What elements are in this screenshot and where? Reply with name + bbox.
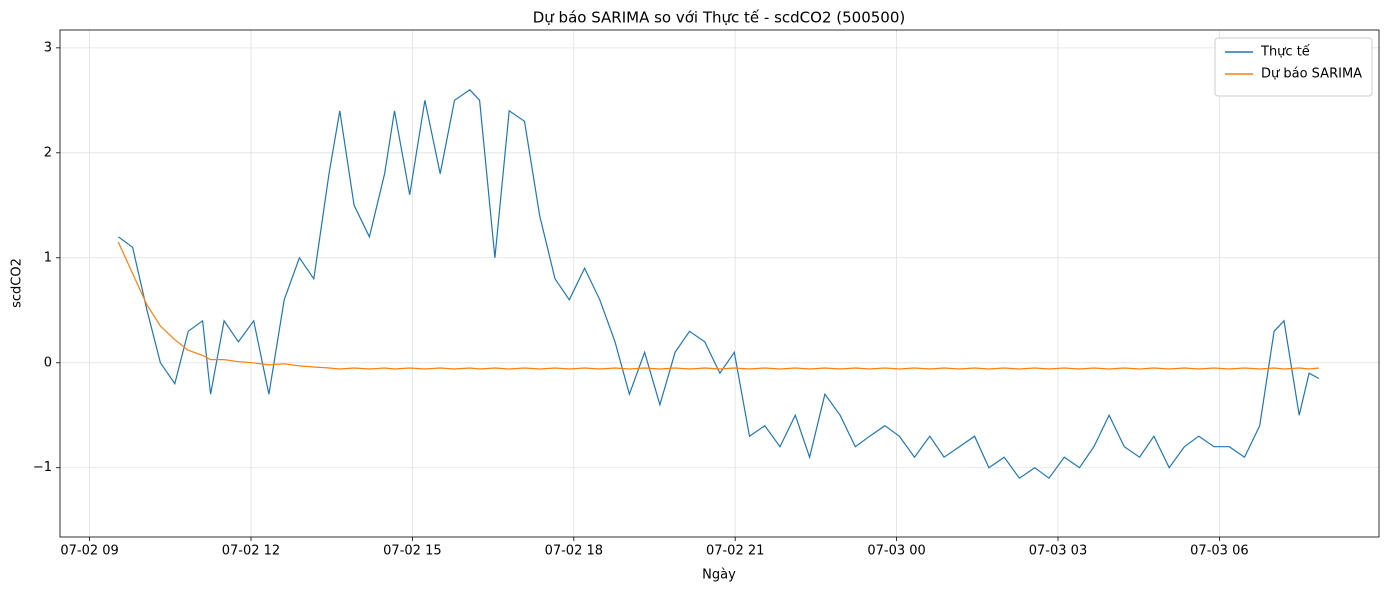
y-tick-label: 3 (44, 40, 52, 55)
x-tick-label: 07-03 00 (867, 544, 925, 559)
x-tick-label: 07-03 03 (1029, 544, 1087, 559)
x-tick-label: 07-03 06 (1190, 544, 1248, 559)
series-line (117, 89, 1320, 480)
x-tick-label: 07-02 12 (222, 544, 280, 559)
y-tick-label: 1 (44, 250, 52, 265)
legend-label: Dự báo SARIMA (1261, 67, 1362, 82)
chart-title: Dự báo SARIMA so với Thực tế - scdCO2 (5… (533, 9, 906, 27)
y-tick-label: 0 (44, 355, 52, 370)
x-tick-label: 07-02 09 (60, 544, 118, 559)
x-tick-label: 07-02 21 (706, 544, 764, 559)
plot-frame (59, 29, 1380, 538)
x-tick-label: 07-02 18 (545, 544, 603, 559)
legend-label: Thực tế (1260, 45, 1310, 60)
y-axis-label: scdCO2 (10, 258, 25, 308)
x-axis-label: Ngày (702, 568, 736, 583)
legend-box (1214, 37, 1373, 97)
x-tick-label: 07-02 15 (383, 544, 441, 559)
series-line (117, 241, 1319, 370)
y-tick-label: 2 (44, 145, 52, 160)
y-tick-label: −1 (33, 460, 52, 475)
